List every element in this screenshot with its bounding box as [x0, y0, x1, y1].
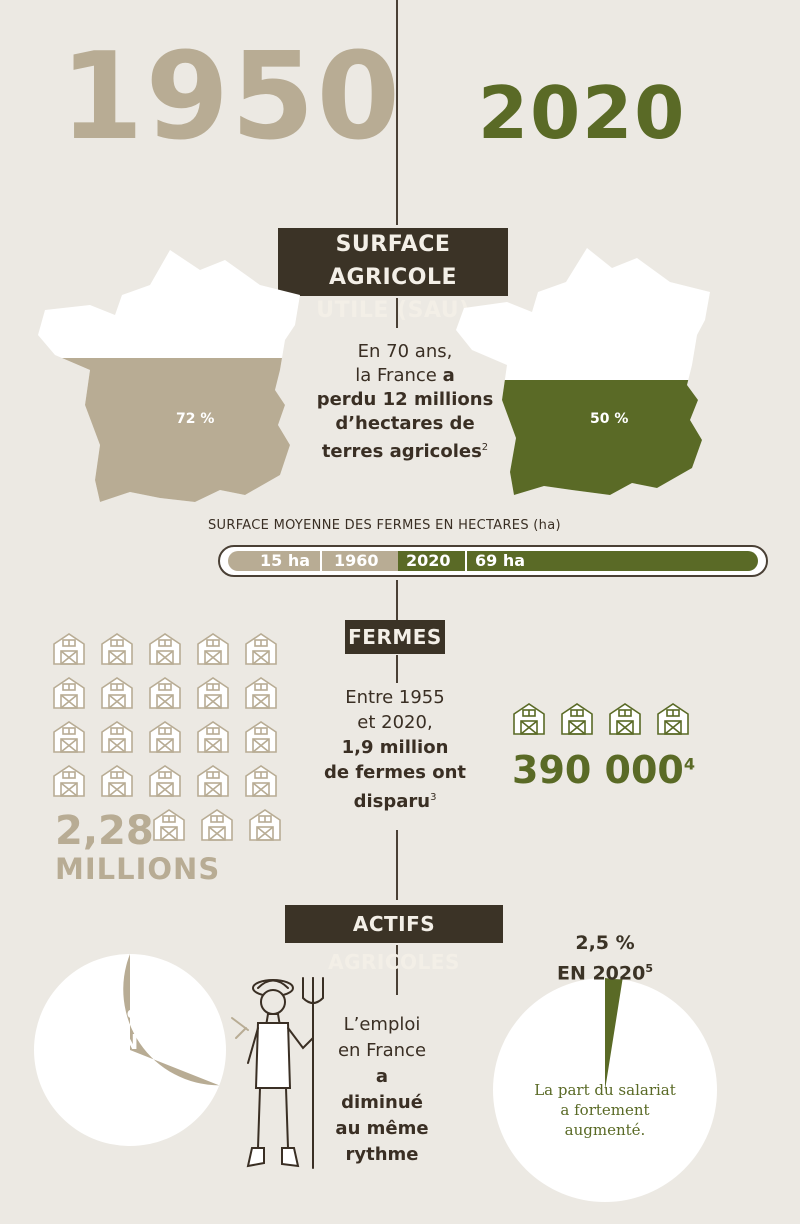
divider-mid4 [396, 830, 398, 900]
farm-icon [198, 806, 236, 848]
farm-icon [606, 700, 644, 742]
actifs-text-l4: au même [335, 1118, 429, 1139]
pie-2020-label-sup: 5 [645, 962, 654, 975]
sau-text-l2: la France a [300, 364, 510, 388]
fermes-text-sup: 3 [430, 792, 437, 803]
farm-size-sep1 [320, 549, 322, 573]
farm-icon [98, 762, 136, 804]
farm-icon [242, 762, 280, 804]
farm-icon [98, 718, 136, 760]
farm-size-bar-left [228, 551, 400, 571]
farm-icon [50, 630, 88, 672]
pie-1950 [34, 954, 226, 1146]
pct-1950-sau: 72 % [176, 411, 215, 427]
farm-icon [194, 718, 232, 760]
farm-icon [98, 630, 136, 672]
map-fill-1950 [38, 358, 300, 502]
year-1950: 1950 [60, 28, 402, 167]
sau-text-l2b: a [442, 365, 455, 386]
farm-icon [146, 762, 184, 804]
actifs-text-l2: en France [337, 1040, 427, 1061]
farm-size-left-year: 1960 [334, 551, 379, 570]
pie-2020 [493, 978, 717, 1202]
actifs-text-l5: rythme [345, 1144, 419, 1165]
actifs-text-l3: a diminué [341, 1066, 423, 1113]
farm-icon [246, 806, 284, 848]
sau-tag-line2: UTILE (SAU) [316, 298, 470, 323]
farm-icons-1950 [50, 630, 300, 850]
sau-text: En 70 ans, la France a perdu 12 millions… [300, 340, 510, 464]
pie-2020-label-l2: EN 20205 [556, 962, 654, 985]
sau-text-l4: d’hectares de [335, 413, 475, 434]
sau-text-sup: 2 [481, 442, 489, 453]
salariat-text-l3: augmenté. [564, 1121, 646, 1139]
salariat-text-l1: La part du salariat [534, 1081, 676, 1099]
sau-tag-line1: SURFACE AGRICOLE [328, 232, 458, 290]
farm-icon [50, 718, 88, 760]
salariat-text: La part du salariat a fortement augmenté… [515, 1080, 695, 1140]
farm-icon [654, 700, 692, 742]
actifs-text-l1: L’emploi [343, 1014, 421, 1035]
fermes-text-l3: 1,9 million [341, 737, 449, 758]
farm-icons-2020 [510, 700, 710, 745]
farm-size-caption: SURFACE MOYENNE DES FERMES EN HECTARES (… [208, 518, 561, 533]
fermes-text-l1: Entre 1955 [345, 687, 445, 708]
farm-icon [242, 630, 280, 672]
actifs-tag: ACTIFS AGRICOLES [285, 905, 503, 974]
farm-size-right-value: 69 ha [475, 551, 526, 570]
pie-1950-label-l2: EN 1950 [95, 1030, 151, 1078]
fermes-text-l2: et 2020, [357, 712, 433, 733]
pie-1950-label-l1: 31% [99, 1006, 147, 1030]
farm-size-left-value: 15 ha [260, 551, 311, 570]
farm-icon [146, 630, 184, 672]
fermes-text-l5: disparu3 [353, 791, 437, 812]
fermes-2020-number: 390 0004 [512, 748, 695, 792]
farmer-illustration [231, 977, 324, 1169]
divider-mid2 [396, 580, 398, 620]
divider-top [396, 0, 398, 225]
france-map-1950 [38, 250, 300, 502]
pie-1950-label: 31% EN 1950 [78, 1006, 168, 1078]
farm-size-bar-right [398, 551, 758, 571]
fermes-2020-value: 390 000 [512, 748, 684, 792]
farm-size-bar: 15 ha 1960 2020 69 ha [218, 545, 768, 577]
farm-icon [194, 630, 232, 672]
farm-icon [50, 674, 88, 716]
pie-2020-label: 2,5 % EN 20205 [550, 930, 660, 986]
farm-icon [146, 674, 184, 716]
pie-2020-slice [605, 978, 623, 1090]
fermes-text: Entre 1955 et 2020, 1,9 million de ferme… [310, 685, 480, 814]
sau-text-l1: En 70 ans, [357, 341, 453, 362]
farm-icon [558, 700, 596, 742]
farm-icon [50, 762, 88, 804]
farm-size-sep2 [465, 549, 467, 573]
farm-size-right-year: 2020 [406, 551, 451, 570]
fermes-2020-sup: 4 [683, 754, 696, 774]
sau-tag: SURFACE AGRICOLE UTILE (SAU) [278, 228, 508, 323]
farm-icon [150, 806, 188, 848]
sau-text-l3: perdu 12 millions [316, 389, 494, 410]
farm-icon [242, 674, 280, 716]
farm-icon [510, 700, 548, 742]
farm-icon [146, 718, 184, 760]
fermes-tag: FERMES [345, 620, 445, 654]
divider-mid3 [396, 655, 398, 683]
farm-icon [98, 674, 136, 716]
pie-2020-label-l1: 2,5 % [575, 932, 635, 954]
farm-icon [194, 674, 232, 716]
divider-mid1 [396, 298, 398, 328]
fermes-text-l4: de fermes ont [323, 762, 466, 783]
farm-icon [194, 762, 232, 804]
salariat-text-l2: a fortement [560, 1101, 650, 1119]
farm-icon [242, 718, 280, 760]
fermes-1950-number: 2,28 [55, 808, 154, 854]
divider-mid5 [396, 945, 398, 995]
sau-text-l2a: la France [355, 365, 443, 386]
fermes-1950-unit: MILLIONS [55, 852, 221, 886]
sau-text-l5: terres agricoles2 [321, 441, 489, 462]
pct-2020-sau: 50 % [590, 411, 629, 427]
year-2020: 2020 [478, 71, 687, 155]
actifs-text: L’emploi en France a diminué au même ryt… [332, 1012, 432, 1168]
france-map-2020 [456, 248, 710, 495]
